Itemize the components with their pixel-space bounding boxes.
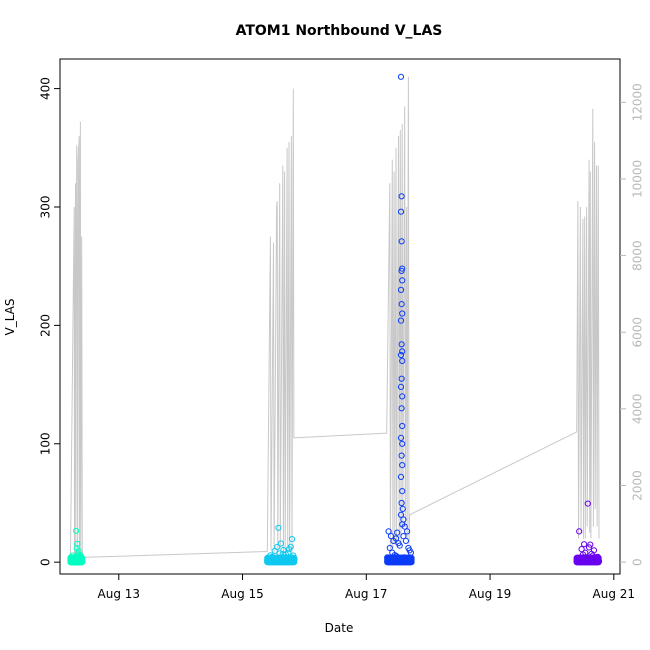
x-tick-label: Aug 13 — [98, 587, 141, 601]
x-axis-label: Date — [325, 621, 354, 635]
data-point — [398, 405, 405, 412]
data-point — [399, 357, 406, 364]
data-point — [398, 375, 405, 382]
data-point — [285, 546, 293, 553]
data-point — [401, 523, 408, 530]
x-tick-label: Aug 17 — [345, 587, 388, 601]
data-point — [587, 541, 594, 548]
data-point — [73, 527, 80, 534]
y2-tick-label: 8000 — [631, 240, 645, 271]
y2-tick-label: 12000 — [631, 83, 645, 121]
data-point — [399, 348, 406, 355]
data-point — [399, 422, 406, 430]
data-point — [408, 554, 415, 562]
data-point — [404, 528, 411, 535]
data-point — [79, 558, 86, 565]
chart-title: ATOM1 Northbound V_LAS — [236, 23, 443, 39]
data-point — [397, 434, 405, 441]
data-point — [398, 341, 405, 348]
data-point — [398, 267, 405, 274]
data-point — [385, 528, 392, 535]
x-tick-label: Aug 21 — [593, 587, 636, 601]
data-point — [398, 452, 405, 459]
data-point — [397, 208, 405, 215]
y2-tick-label: 0 — [631, 558, 645, 566]
y2-tick-label: 4000 — [631, 394, 645, 425]
data-point — [399, 310, 406, 317]
data-point — [586, 544, 593, 551]
points-layer — [67, 73, 603, 566]
point-series-2 — [384, 73, 415, 566]
y-axis-right: 0 2000 4000 6000 8000 10000 12000 — [620, 83, 645, 566]
data-point — [398, 193, 405, 200]
data-point — [595, 558, 602, 565]
data-point — [398, 238, 405, 245]
data-point — [398, 301, 405, 308]
data-point — [396, 542, 403, 549]
y-tick-label: 200 — [39, 314, 53, 337]
point-series-1 — [264, 524, 298, 566]
x-tick-label: Aug 19 — [469, 587, 512, 601]
data-point — [595, 554, 602, 562]
x-axis: Aug 13 Aug 15 Aug 17 Aug 19 Aug 21 — [98, 574, 636, 601]
y-axis-label: V_LAS — [3, 299, 17, 336]
data-point — [402, 537, 409, 545]
data-point — [74, 540, 81, 547]
data-point — [386, 544, 393, 552]
data-point — [397, 383, 405, 390]
gray-trace-line — [70, 76, 600, 558]
point-series-3 — [573, 500, 603, 566]
data-point — [399, 462, 406, 469]
y2-tick-label: 2000 — [631, 470, 645, 501]
y2-tick-label: 6000 — [631, 317, 645, 348]
gray-trace-layer — [70, 76, 600, 558]
data-point — [275, 524, 282, 531]
data-point — [397, 511, 405, 518]
data-point — [590, 547, 598, 554]
data-point — [397, 73, 405, 80]
data-point — [400, 533, 407, 540]
data-point — [397, 317, 405, 324]
data-point — [398, 499, 405, 507]
data-point — [397, 351, 405, 359]
data-point — [392, 535, 400, 542]
data-point — [399, 440, 406, 447]
data-point — [576, 528, 583, 535]
data-point — [399, 393, 406, 400]
point-series-0 — [67, 527, 86, 566]
data-point — [399, 505, 406, 512]
y-tick-label: 0 — [39, 558, 53, 566]
data-point — [397, 286, 405, 293]
data-point — [581, 541, 588, 548]
data-point — [408, 558, 415, 565]
data-point — [274, 543, 281, 551]
data-point — [399, 488, 406, 495]
data-point — [394, 529, 401, 536]
data-point — [584, 500, 591, 507]
data-point — [277, 540, 284, 547]
data-point — [387, 533, 395, 540]
y-tick-label: 400 — [39, 77, 53, 100]
y2-tick-label: 10000 — [631, 160, 645, 198]
y-tick-label: 100 — [39, 432, 53, 455]
data-point — [397, 473, 405, 480]
data-point — [399, 277, 406, 284]
y-tick-label: 300 — [39, 196, 53, 219]
data-point — [291, 554, 298, 562]
data-point — [291, 558, 298, 565]
x-tick-label: Aug 15 — [221, 587, 264, 601]
plot-frame — [59, 58, 621, 575]
data-point — [288, 536, 296, 543]
data-point — [79, 554, 86, 562]
y-axis-left: 0 100 200 300 400 — [39, 77, 60, 566]
